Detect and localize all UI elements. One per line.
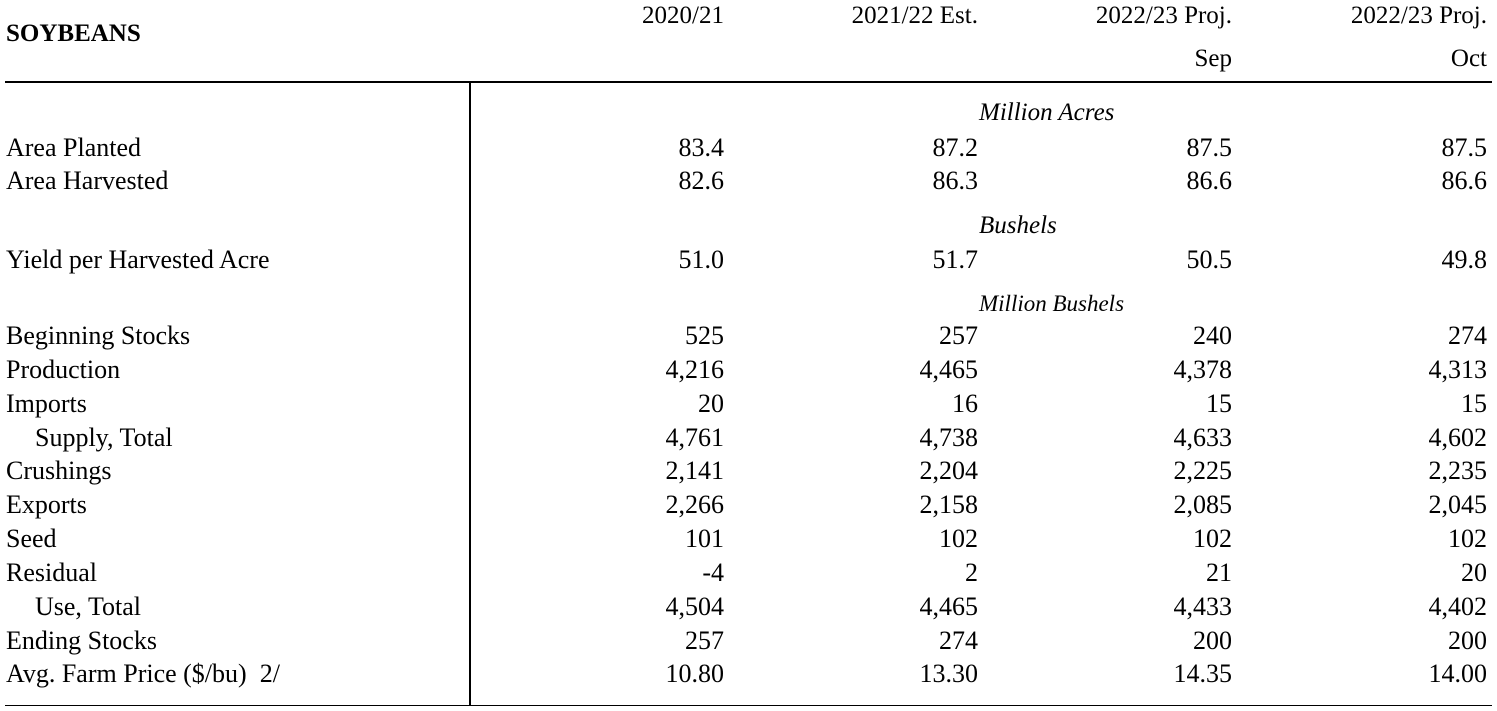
row-label-imports: Imports bbox=[6, 389, 87, 418]
header-rule bbox=[5, 81, 1492, 83]
cell-use-total-2020-21: 4,504 bbox=[665, 592, 725, 621]
table-title: SOYBEANS bbox=[6, 20, 141, 47]
col-subheader-oct: Oct bbox=[1450, 45, 1487, 72]
cell-use-total-2021-22: 4,465 bbox=[919, 592, 979, 621]
row-label-production: Production bbox=[6, 355, 121, 384]
col-header-2022-23-oct: 2022/23 Proj. bbox=[1350, 2, 1487, 29]
cell-residual-oct: 20 bbox=[1461, 558, 1487, 587]
cell-crushings-oct: 2,235 bbox=[1428, 456, 1488, 485]
cell-seed-2021-22: 102 bbox=[939, 524, 978, 553]
cell-exports-2021-22: 2,158 bbox=[919, 490, 979, 519]
cell-area-planted-sep: 87.5 bbox=[1186, 133, 1233, 162]
row-label-seed: Seed bbox=[6, 524, 57, 553]
cell-avg-farm-price-2021-22: 13.30 bbox=[919, 659, 979, 688]
row-label-area-harvested: Area Harvested bbox=[6, 166, 169, 195]
row-label-beginning-stocks: Beginning Stocks bbox=[6, 321, 191, 350]
cell-yield-oct: 49.8 bbox=[1441, 245, 1488, 274]
cell-area-harvested-2021-22: 86.3 bbox=[932, 166, 979, 195]
unit-million-bushels: Million Bushels bbox=[979, 291, 1125, 316]
cell-production-2020-21: 4,216 bbox=[665, 355, 725, 384]
cell-area-planted-2020-21: 83.4 bbox=[678, 133, 725, 162]
cell-beginning-stocks-oct: 274 bbox=[1448, 321, 1487, 350]
cell-ending-stocks-2020-21: 257 bbox=[685, 626, 724, 655]
cell-beginning-stocks-sep: 240 bbox=[1193, 321, 1232, 350]
cell-imports-sep: 15 bbox=[1206, 389, 1232, 418]
cell-production-sep: 4,378 bbox=[1173, 355, 1233, 384]
col-header-2021-22: 2021/22 Est. bbox=[851, 2, 978, 29]
cell-residual-2021-22: 2 bbox=[965, 558, 978, 587]
col-subheader-sep: Sep bbox=[1194, 45, 1233, 72]
cell-ending-stocks-2021-22: 274 bbox=[939, 626, 978, 655]
row-label-crushings: Crushings bbox=[6, 456, 112, 485]
col-header-2022-23-sep: 2022/23 Proj. bbox=[1095, 2, 1232, 29]
cell-avg-farm-price-oct: 14.00 bbox=[1428, 659, 1488, 688]
cell-supply-total-2021-22: 4,738 bbox=[919, 423, 979, 452]
cell-production-2021-22: 4,465 bbox=[919, 355, 979, 384]
cell-residual-2020-21: -4 bbox=[702, 558, 724, 587]
row-label-area-planted: Area Planted bbox=[6, 133, 142, 162]
row-label-yield: Yield per Harvested Acre bbox=[6, 245, 270, 274]
row-label-ending-stocks: Ending Stocks bbox=[6, 626, 157, 655]
cell-ending-stocks-sep: 200 bbox=[1193, 626, 1232, 655]
row-label-exports: Exports bbox=[6, 490, 87, 519]
cell-imports-2020-21: 20 bbox=[698, 389, 724, 418]
cell-exports-sep: 2,085 bbox=[1173, 490, 1233, 519]
cell-yield-sep: 50.5 bbox=[1186, 245, 1233, 274]
cell-crushings-2021-22: 2,204 bbox=[919, 456, 979, 485]
row-label-use-total: Use, Total bbox=[35, 592, 142, 621]
cell-exports-2020-21: 2,266 bbox=[665, 490, 725, 519]
unit-bushels: Bushels bbox=[979, 212, 1057, 239]
unit-million-acres: Million Acres bbox=[979, 99, 1115, 126]
row-label-supply-total: Supply, Total bbox=[35, 423, 173, 452]
cell-area-planted-oct: 87.5 bbox=[1441, 133, 1488, 162]
cell-supply-total-oct: 4,602 bbox=[1428, 423, 1488, 452]
cell-use-total-sep: 4,433 bbox=[1173, 592, 1233, 621]
cell-avg-farm-price-2020-21: 10.80 bbox=[665, 659, 725, 688]
cell-ending-stocks-oct: 200 bbox=[1448, 626, 1487, 655]
cell-residual-sep: 21 bbox=[1206, 558, 1232, 587]
cell-use-total-oct: 4,402 bbox=[1428, 592, 1488, 621]
cell-beginning-stocks-2020-21: 525 bbox=[685, 321, 724, 350]
cell-seed-sep: 102 bbox=[1193, 524, 1232, 553]
col-header-2020-21: 2020/21 bbox=[642, 2, 724, 29]
cell-supply-total-sep: 4,633 bbox=[1173, 423, 1233, 452]
cell-seed-2020-21: 101 bbox=[685, 524, 724, 553]
cell-imports-oct: 15 bbox=[1461, 389, 1487, 418]
cell-avg-farm-price-sep: 14.35 bbox=[1173, 659, 1233, 688]
cell-supply-total-2020-21: 4,761 bbox=[665, 423, 725, 452]
cell-area-harvested-sep: 86.6 bbox=[1186, 166, 1233, 195]
cell-yield-2021-22: 51.7 bbox=[932, 245, 979, 274]
cell-area-harvested-2020-21: 82.6 bbox=[678, 166, 725, 195]
cell-imports-2021-22: 16 bbox=[952, 389, 978, 418]
cell-exports-oct: 2,045 bbox=[1428, 490, 1488, 519]
footer-rule bbox=[5, 705, 1492, 706]
cell-crushings-2020-21: 2,141 bbox=[665, 456, 725, 485]
cell-area-harvested-oct: 86.6 bbox=[1441, 166, 1488, 195]
cell-production-oct: 4,313 bbox=[1428, 355, 1488, 384]
cell-crushings-sep: 2,225 bbox=[1173, 456, 1233, 485]
row-label-avg-farm-price: Avg. Farm Price ($/bu) 2/ bbox=[6, 659, 280, 688]
cell-beginning-stocks-2021-22: 257 bbox=[939, 321, 978, 350]
row-label-residual: Residual bbox=[6, 558, 97, 587]
column-divider bbox=[469, 83, 471, 705]
cell-seed-oct: 102 bbox=[1448, 524, 1487, 553]
cell-area-planted-2021-22: 87.2 bbox=[932, 133, 979, 162]
cell-yield-2020-21: 51.0 bbox=[678, 245, 725, 274]
